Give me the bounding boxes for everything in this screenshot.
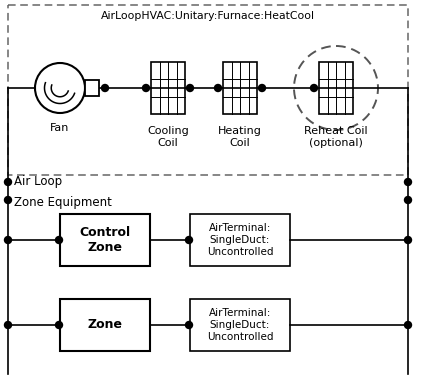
Bar — [85, 80, 99, 96]
Text: Zone: Zone — [88, 318, 123, 331]
Circle shape — [5, 237, 11, 243]
Bar — [190, 299, 290, 351]
Circle shape — [5, 179, 11, 185]
Circle shape — [142, 84, 149, 91]
Circle shape — [186, 321, 192, 328]
Circle shape — [56, 321, 62, 328]
Text: Fan: Fan — [51, 123, 70, 133]
Circle shape — [405, 179, 411, 185]
Circle shape — [5, 197, 11, 204]
Circle shape — [405, 321, 411, 328]
Text: Zone Equipment: Zone Equipment — [14, 196, 112, 209]
Circle shape — [187, 84, 194, 91]
Bar — [60, 299, 150, 351]
Text: AirTerminal:
SingleDuct:
Uncontrolled: AirTerminal: SingleDuct: Uncontrolled — [207, 223, 273, 257]
Circle shape — [405, 237, 411, 243]
Circle shape — [101, 84, 109, 91]
Circle shape — [405, 197, 411, 204]
Text: Control
Zone: Control Zone — [80, 226, 131, 254]
Text: Cooling
Coil: Cooling Coil — [147, 126, 189, 147]
Text: Reheat Coil
(optional): Reheat Coil (optional) — [304, 126, 368, 147]
Circle shape — [5, 321, 11, 328]
Bar — [60, 214, 150, 266]
Circle shape — [311, 84, 317, 91]
Circle shape — [186, 237, 192, 243]
Text: Heating
Coil: Heating Coil — [218, 126, 262, 147]
Text: AirLoopHVAC:Unitary:Furnace:HeatCool: AirLoopHVAC:Unitary:Furnace:HeatCool — [101, 11, 315, 21]
Bar — [8, 5, 408, 175]
Circle shape — [258, 84, 266, 91]
Bar — [190, 214, 290, 266]
Bar — [319, 62, 353, 114]
Circle shape — [56, 237, 62, 243]
Circle shape — [35, 63, 85, 113]
Bar — [151, 62, 185, 114]
Bar — [223, 62, 257, 114]
Text: Air Loop: Air Loop — [14, 175, 62, 189]
Text: AirTerminal:
SingleDuct:
Uncontrolled: AirTerminal: SingleDuct: Uncontrolled — [207, 308, 273, 342]
Circle shape — [215, 84, 221, 91]
